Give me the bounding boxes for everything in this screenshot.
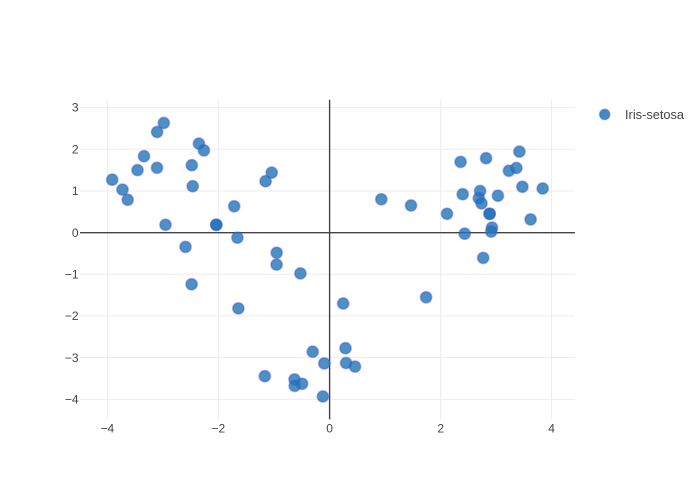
svg-text:−3: −3 [65, 351, 79, 365]
svg-text:Iris-setosa: Iris-setosa [625, 107, 685, 122]
svg-text:−4: −4 [65, 393, 79, 407]
svg-text:1: 1 [72, 184, 79, 198]
svg-text:0: 0 [326, 421, 333, 435]
svg-text:−4: −4 [101, 421, 115, 435]
svg-text:−2: −2 [65, 309, 79, 323]
svg-text:2: 2 [437, 421, 444, 435]
svg-text:−1: −1 [65, 268, 79, 282]
svg-text:4: 4 [548, 421, 555, 435]
svg-text:0: 0 [72, 226, 79, 240]
svg-text:−2: −2 [211, 421, 225, 435]
svg-text:2: 2 [72, 143, 79, 157]
svg-text:3: 3 [72, 101, 79, 115]
